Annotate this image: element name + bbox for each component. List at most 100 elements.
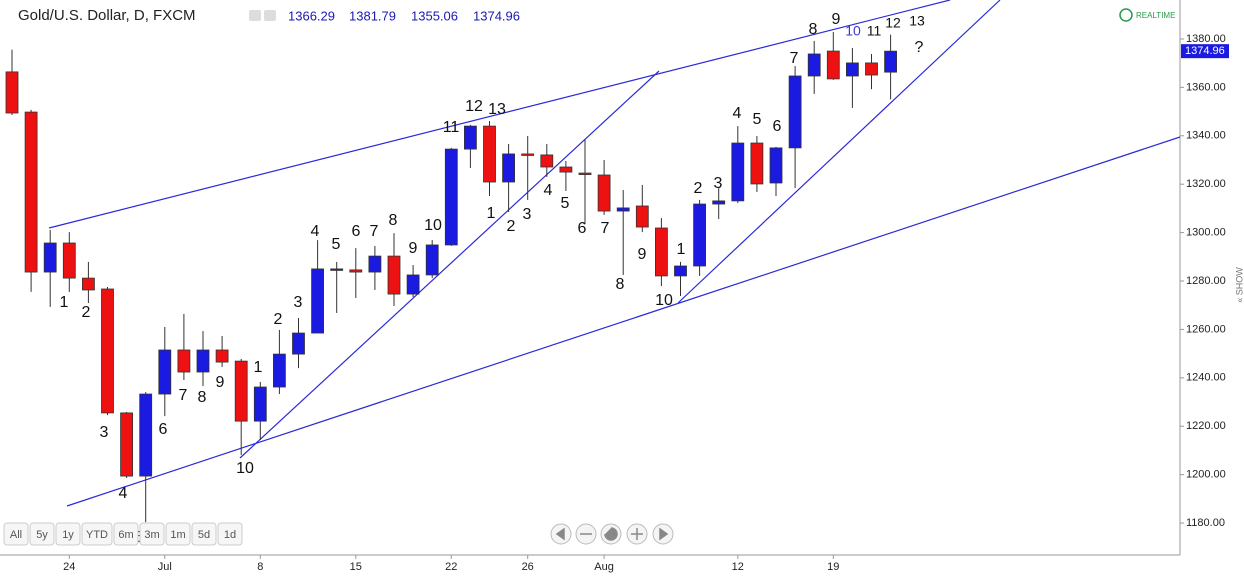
- range-button[interactable]: [217, 522, 243, 546]
- wave-label: 3: [100, 424, 109, 441]
- ohlc-low: 1355.06: [411, 8, 458, 23]
- candle-body: [387, 255, 401, 295]
- wave-label: 2: [507, 218, 516, 235]
- wave-label: 13: [909, 13, 925, 29]
- range-button-label: 5d: [198, 529, 210, 541]
- range-button-label: 1y: [62, 529, 74, 541]
- range-button-label: YTD: [86, 529, 108, 541]
- wave-label: 9: [832, 11, 841, 28]
- range-button[interactable]: [165, 522, 191, 546]
- candle-body: [846, 62, 859, 77]
- candle-body: [674, 265, 687, 277]
- y-tick-label: 1220.00: [1186, 420, 1226, 432]
- wave-label: 8: [616, 276, 625, 293]
- candle-body: [24, 111, 38, 273]
- wave-label: 7: [601, 220, 610, 237]
- candle-body: [693, 203, 706, 267]
- wave-label: 6: [352, 223, 361, 240]
- candle-body: [750, 142, 764, 185]
- candle-body: [788, 75, 802, 149]
- wave-label: 5: [561, 195, 570, 212]
- wave-label: 3: [714, 175, 723, 192]
- range-button[interactable]: [139, 522, 165, 546]
- wave-label: 4: [119, 485, 128, 502]
- wave-label: 13: [488, 101, 506, 118]
- x-tick-label: 24: [63, 561, 75, 573]
- trend-line: [66, 136, 1181, 507]
- y-tick-label: 1320.00: [1186, 178, 1226, 190]
- x-tick-label: 15: [350, 561, 362, 573]
- x-tick-label: 8: [257, 561, 263, 573]
- wave-label: 12: [465, 98, 483, 115]
- candle-body: [444, 148, 458, 246]
- candle-body: [540, 154, 554, 168]
- range-button-label: 1m: [170, 529, 185, 541]
- price-tag-label: 1374.96: [1185, 45, 1225, 57]
- x-tick-label: 19: [827, 561, 839, 573]
- icon[interactable]: [249, 10, 261, 21]
- candle-body: [62, 242, 76, 279]
- price-tag: [1181, 44, 1229, 59]
- range-button[interactable]: [81, 522, 113, 546]
- realtime-icon: [1119, 8, 1133, 22]
- y-tick-label: 1200.00: [1186, 469, 1226, 481]
- wave-label: 7: [790, 50, 799, 67]
- candle-body: [463, 125, 477, 150]
- ohlc-open: 1366.29: [288, 8, 335, 23]
- y-tick-label: 1380.00: [1186, 33, 1226, 45]
- candle-body: [712, 200, 726, 205]
- range-button[interactable]: [3, 522, 29, 546]
- candle-body: [578, 172, 592, 175]
- candle-body: [597, 174, 611, 212]
- candle-body: [425, 244, 439, 276]
- wave-label: 8: [389, 212, 398, 229]
- candle-body: [311, 268, 325, 334]
- show-toggle[interactable]: « SHOW: [1234, 267, 1244, 303]
- y-tick-label: 1360.00: [1186, 81, 1226, 93]
- candle-body: [483, 125, 496, 183]
- candle-body: [292, 332, 305, 355]
- chart-title: Gold/U.S. Dollar, D, FXCM: [18, 7, 196, 24]
- range-button[interactable]: [55, 522, 81, 546]
- wave-label: 8: [809, 21, 818, 38]
- wave-label: 11: [443, 119, 460, 136]
- trend-line: [48, 0, 951, 229]
- wave-label: 7: [179, 387, 188, 404]
- candle-body: [635, 205, 649, 228]
- y-tick-label: 1260.00: [1186, 323, 1226, 335]
- candle-body: [215, 349, 229, 363]
- wave-label: 7: [370, 223, 379, 240]
- x-tick-label: Jul: [158, 561, 172, 573]
- x-tick-label: 12: [732, 561, 744, 573]
- candle-body: [120, 412, 133, 477]
- wave-label: 4: [733, 105, 742, 122]
- range-button[interactable]: [113, 522, 139, 546]
- wave-label: ?: [915, 39, 924, 56]
- candle-body: [502, 153, 516, 183]
- range-button[interactable]: [29, 522, 55, 546]
- candle-body: [101, 288, 114, 414]
- x-tick-label: 22: [445, 561, 457, 573]
- realtime-label: REALTIME: [1136, 11, 1175, 20]
- wave-label: 6: [159, 421, 168, 438]
- range-button[interactable]: [191, 522, 217, 546]
- wave-label: 10: [655, 292, 673, 309]
- candle-body: [5, 71, 19, 114]
- wave-label: 1: [60, 294, 69, 311]
- range-button-label: 3m: [144, 529, 159, 541]
- y-tick-label: 1300.00: [1186, 227, 1226, 239]
- candle-body: [234, 360, 248, 422]
- candle-body: [177, 349, 191, 373]
- wave-label: 4: [311, 223, 320, 240]
- y-tick-label: 1240.00: [1186, 372, 1226, 384]
- range-button-label: 5y: [36, 529, 48, 541]
- wave-label: 6: [773, 118, 782, 135]
- candle-body: [330, 268, 344, 271]
- icon[interactable]: [264, 10, 276, 21]
- candle-body: [655, 227, 668, 277]
- candle-body: [253, 386, 267, 422]
- wave-label: 8: [198, 389, 207, 406]
- candle-body: [139, 393, 153, 477]
